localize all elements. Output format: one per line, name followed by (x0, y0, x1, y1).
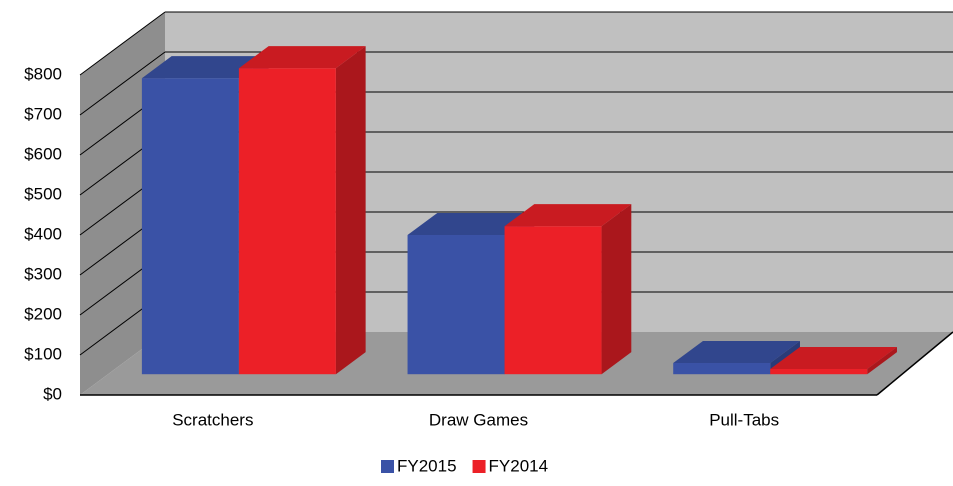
bar (504, 226, 602, 375)
y-tick-label: $600 (24, 144, 62, 163)
bar-side (335, 46, 366, 375)
grid-line (79, 51, 166, 116)
bar-top (770, 346, 897, 370)
bar-top (238, 46, 366, 69)
bar (407, 235, 505, 375)
bar (238, 68, 336, 375)
bar-top (141, 56, 269, 79)
y-tick-label: $100 (24, 344, 62, 363)
bar-top (673, 340, 800, 364)
bar (770, 369, 868, 375)
y-tick-label: $200 (24, 304, 62, 323)
y-tick-label: $700 (24, 104, 62, 123)
legend-label: FY2015 (397, 456, 457, 475)
bar (141, 78, 239, 375)
legend-swatch (472, 460, 486, 473)
bar (673, 363, 771, 375)
bar-top (504, 204, 632, 227)
y-tick-label: $500 (24, 184, 62, 203)
y-tick-label: $0 (43, 384, 62, 403)
legend-label: FY2014 (489, 456, 549, 475)
y-tick-label: $400 (24, 224, 62, 243)
floor-edge (876, 331, 953, 396)
bar-side (867, 346, 897, 375)
legend-swatch (381, 460, 394, 473)
x-tick-label: Draw Games (429, 410, 528, 429)
y-tick-label: $800 (24, 64, 62, 83)
y-tick-label: $300 (24, 264, 62, 283)
bar-top (407, 212, 535, 236)
bar-side (601, 204, 632, 375)
grid-line (79, 11, 166, 76)
x-tick-label: Pull-Tabs (709, 410, 779, 429)
x-tick-label: Scratchers (172, 410, 253, 429)
